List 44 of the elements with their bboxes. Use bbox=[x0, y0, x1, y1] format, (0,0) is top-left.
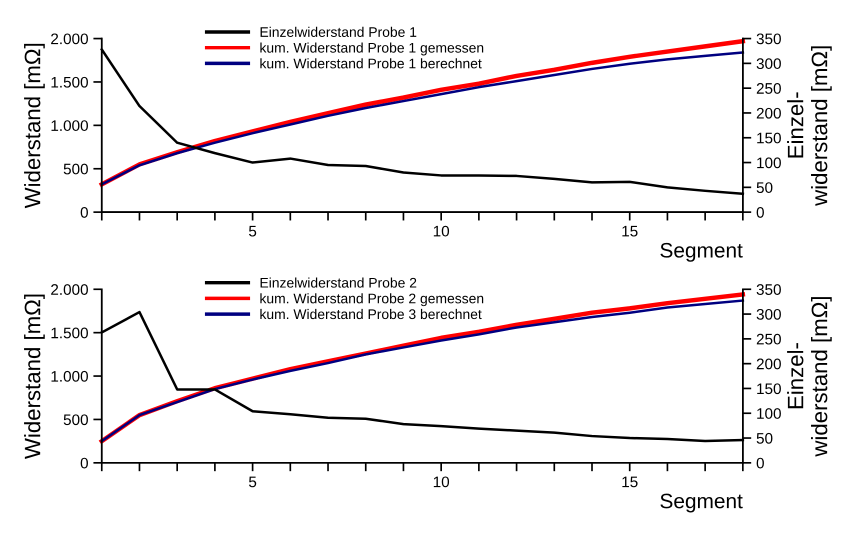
y-tick-label: 2.000 bbox=[51, 284, 88, 295]
y2-tick-label: 250 bbox=[756, 334, 781, 345]
legend-label: Einzelwiderstand Probe 1 bbox=[260, 26, 416, 37]
y-tick-label: 1.500 bbox=[52, 76, 88, 88]
legend-label: kum. Widerstand Probe 2 gemessen bbox=[260, 293, 484, 306]
y-tick-label: 0 bbox=[80, 207, 88, 218]
x-axis-title: Segment bbox=[660, 494, 743, 512]
y-tick-label: 1.000 bbox=[52, 120, 88, 132]
x-tick-label: 10 bbox=[434, 476, 450, 488]
x-tick-label: 5 bbox=[248, 226, 256, 237]
y2-tick-label: 200 bbox=[756, 108, 781, 119]
y-tick-label: 1.000 bbox=[52, 370, 88, 382]
y2-tick-label: 50 bbox=[756, 432, 772, 444]
x-tick-label: 15 bbox=[622, 226, 638, 237]
y-tick-label: 0 bbox=[80, 458, 88, 469]
y2-tick-label: 100 bbox=[757, 157, 781, 168]
y2-tick-label: 0 bbox=[756, 458, 764, 469]
y2-tick-label: 300 bbox=[756, 58, 781, 70]
y2-tick-label: 0 bbox=[756, 207, 764, 218]
y-axis-title: Widerstand [mΩ] bbox=[24, 294, 45, 459]
y-tick-label: 1.500 bbox=[52, 328, 88, 338]
y2-tick-label: 200 bbox=[756, 358, 781, 370]
y2-axis-title: Einzel- widerstand [mΩ] bbox=[787, 297, 832, 457]
x-tick-label: 10 bbox=[434, 226, 450, 237]
y2-tick-label: 300 bbox=[756, 308, 781, 320]
y2-tick-label: 50 bbox=[756, 182, 772, 194]
y-tick-label: 500 bbox=[64, 414, 88, 426]
y2-axis-title: Einzel- widerstand [mΩ] bbox=[787, 46, 832, 206]
y2-tick-label: 100 bbox=[757, 408, 781, 419]
legend-label: kum. Widerstand Probe 1 gemessen bbox=[260, 42, 484, 56]
y-tick-label: 500 bbox=[64, 164, 88, 174]
y2-tick-label: 150 bbox=[757, 383, 781, 394]
y2-tick-label: 350 bbox=[756, 33, 781, 44]
y-tick-label: 2.000 bbox=[51, 33, 88, 44]
y-axis-title: Widerstand [mΩ] bbox=[24, 44, 45, 208]
legend-label: kum. Widerstand Probe 1 berechnet bbox=[260, 58, 482, 68]
y2-tick-label: 250 bbox=[756, 83, 781, 94]
y2-tick-label: 150 bbox=[757, 132, 781, 144]
y2-tick-label: 350 bbox=[756, 284, 781, 295]
legend-label: kum. Widerstand Probe 3 berechnet bbox=[260, 308, 482, 320]
x-tick-label: 15 bbox=[622, 476, 638, 488]
legend-label: Einzelwiderstand Probe 2 bbox=[260, 277, 416, 288]
x-axis-title: Segment bbox=[660, 242, 743, 262]
x-tick-label: 5 bbox=[248, 476, 256, 488]
